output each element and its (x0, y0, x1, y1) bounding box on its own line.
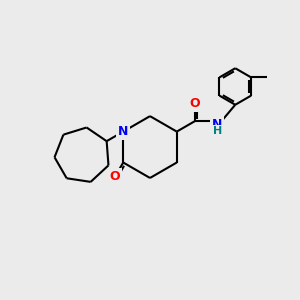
Text: O: O (110, 170, 120, 183)
Text: O: O (190, 97, 200, 110)
Text: N: N (212, 118, 222, 131)
Text: N: N (118, 125, 128, 138)
Text: H: H (213, 126, 222, 136)
